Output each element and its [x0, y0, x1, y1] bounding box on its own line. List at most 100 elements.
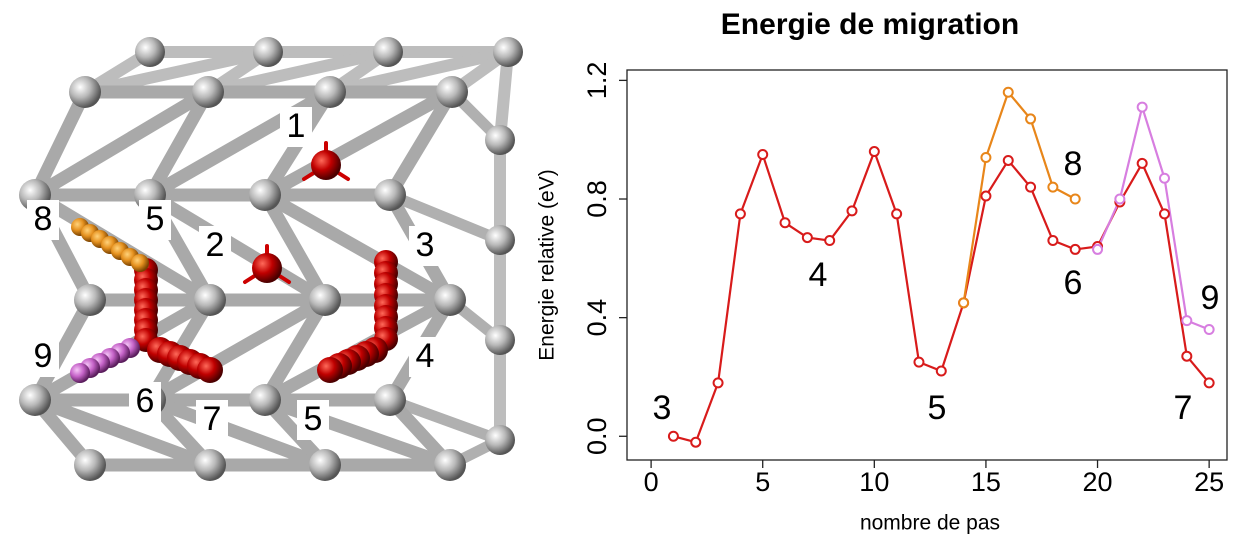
lattice-illustration: 1 2 3 4 5 5 6 7 8 9: [19, 37, 523, 481]
illustration-label: 7: [203, 400, 222, 438]
plot-frame: [626, 69, 1228, 461]
atom: [19, 384, 51, 416]
bond: [28, 393, 217, 472]
x-axis-label: nombre de pas: [860, 512, 1000, 535]
annotation: 9: [1201, 279, 1220, 317]
series-line: [962, 90, 1076, 303]
label-box: [409, 226, 441, 266]
point: [935, 365, 947, 377]
bond: [258, 188, 457, 307]
illustration-label: 3: [416, 226, 435, 264]
atom: [74, 449, 106, 481]
label-box: [27, 200, 59, 240]
point: [667, 430, 679, 442]
annotation: 6: [1064, 264, 1083, 302]
label-box: [27, 337, 59, 377]
atom: [317, 357, 343, 383]
bond: [258, 393, 457, 472]
atom: [192, 76, 224, 108]
x-tick-label: 5: [755, 467, 770, 497]
y-tick-label: 0.4: [582, 299, 612, 337]
bond: [258, 85, 459, 202]
point: [846, 205, 858, 217]
label-box: [139, 200, 171, 240]
atom: [131, 254, 149, 272]
atom: [314, 76, 346, 108]
illustration-label: 5: [304, 400, 323, 438]
point: [1203, 324, 1215, 336]
x-tick-label: 20: [1083, 467, 1113, 497]
series-line: [1096, 102, 1210, 331]
bond: [143, 85, 215, 202]
point: [1025, 181, 1037, 193]
atom: [70, 363, 90, 383]
bond: [384, 394, 506, 446]
illustration-label: 1: [287, 107, 306, 145]
point: [1136, 157, 1148, 169]
atom: [194, 284, 226, 316]
atom: [434, 284, 466, 316]
label-box: [297, 400, 329, 440]
atom: [309, 449, 341, 481]
point: [1069, 243, 1081, 255]
label-box: [409, 337, 441, 377]
annotation: 3: [653, 389, 672, 427]
bond: [143, 188, 332, 307]
bond: [28, 293, 97, 407]
bond: [143, 293, 332, 407]
point: [958, 297, 970, 309]
point: [868, 146, 880, 158]
illustration-label: 2: [206, 226, 225, 264]
illustration-label: 5: [146, 200, 165, 238]
illustration-label: 4: [416, 337, 435, 375]
atom: [69, 76, 101, 108]
atom: [252, 253, 282, 283]
bond: [28, 85, 215, 202]
annotation: 4: [809, 256, 828, 294]
point: [1114, 193, 1126, 205]
atom: [485, 225, 515, 255]
y-tick-label: 0.8: [582, 180, 612, 218]
atom: [253, 37, 283, 67]
atom: [493, 37, 523, 67]
bond: [384, 189, 506, 246]
point: [1047, 235, 1059, 247]
annotation: 8: [1064, 145, 1083, 183]
bond: [143, 393, 332, 472]
atom: [374, 384, 406, 416]
point: [1047, 181, 1059, 193]
point: [1025, 113, 1037, 125]
point: [1069, 193, 1081, 205]
atom: [194, 449, 226, 481]
atom: [135, 37, 165, 67]
point: [1136, 101, 1148, 113]
x-tick-label: 25: [1194, 467, 1224, 497]
point: [1159, 172, 1170, 184]
point: [1159, 208, 1170, 220]
y-axis-label: Energie relative (eV): [536, 169, 559, 360]
x-tick-label: 10: [859, 467, 889, 497]
point: [913, 356, 925, 368]
atom: [74, 284, 106, 316]
x-tick-label: 0: [644, 467, 659, 497]
point: [734, 208, 746, 220]
atom: [309, 284, 341, 316]
point: [1002, 86, 1014, 98]
y-tick-label: 0.0: [582, 418, 612, 456]
atom: [373, 37, 403, 67]
bond: [202, 46, 394, 98]
y-tick-label: 1.2: [582, 62, 612, 100]
atom: [374, 179, 406, 211]
illustration-label: 6: [136, 382, 155, 420]
atom: [485, 425, 515, 455]
x-tick-label: 15: [971, 467, 1001, 497]
chart-title: Energie de migration: [721, 8, 1019, 41]
atom: [485, 325, 515, 355]
point: [891, 208, 903, 220]
label-box: [280, 107, 312, 147]
atom: [311, 150, 341, 180]
label-box: [196, 400, 228, 440]
point: [690, 436, 702, 448]
bond: [79, 46, 274, 98]
